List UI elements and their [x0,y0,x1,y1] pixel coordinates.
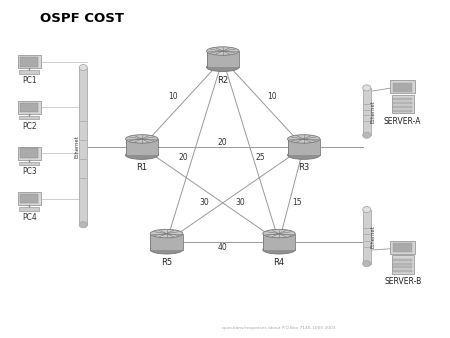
Ellipse shape [126,151,158,160]
Ellipse shape [79,222,87,228]
Bar [19,162,39,165]
Bar [18,192,41,205]
Bar [20,57,38,67]
Bar [393,102,412,104]
Bar [19,70,39,74]
Text: 15: 15 [292,198,302,207]
Text: Ethernet: Ethernet [74,135,80,158]
Text: R1: R1 [136,164,147,172]
Bar [393,270,412,272]
Text: PC4: PC4 [22,213,36,222]
Ellipse shape [363,261,371,267]
Bar [20,103,38,112]
Ellipse shape [363,132,371,138]
Text: SERVER-A: SERVER-A [384,117,422,126]
Bar [150,234,183,250]
Bar [126,139,158,155]
Bar [18,55,41,68]
Bar [393,83,413,92]
Ellipse shape [363,85,371,91]
Ellipse shape [263,245,295,254]
Text: R4: R4 [274,258,284,267]
Text: 10: 10 [168,92,178,101]
Text: questions/responses about P.O.Box 7140-1000 2003: questions/responses about P.O.Box 7140-1… [222,325,336,330]
Ellipse shape [263,230,295,238]
Ellipse shape [363,207,371,213]
Text: Ethernet: Ethernet [370,100,376,123]
Text: OSPF COST: OSPF COST [40,12,125,25]
Bar [393,259,412,261]
Text: 40: 40 [218,243,228,252]
Bar [392,95,414,113]
Bar [20,194,38,203]
Ellipse shape [288,151,320,160]
Bar [363,210,371,264]
Text: 10: 10 [267,92,277,101]
Bar [393,263,412,265]
Bar [363,88,371,135]
Bar [20,148,38,158]
Bar [392,255,414,274]
Text: SERVER-B: SERVER-B [384,277,421,286]
Bar [19,116,39,119]
Bar [393,106,412,108]
Text: R5: R5 [161,258,172,267]
Text: 25: 25 [255,153,265,162]
Text: 30: 30 [236,198,246,207]
Ellipse shape [79,65,87,71]
Text: PC1: PC1 [22,76,36,85]
Bar [288,139,320,155]
Text: 30: 30 [200,198,210,207]
Bar [393,98,412,100]
Bar [393,266,412,268]
Ellipse shape [126,135,158,143]
Bar [79,68,87,225]
Bar [18,101,41,114]
Ellipse shape [207,63,239,72]
Bar [263,234,295,250]
Text: PC3: PC3 [22,167,36,176]
Ellipse shape [207,47,239,55]
Text: PC2: PC2 [22,122,36,131]
Text: R2: R2 [217,76,228,84]
Bar [18,147,41,160]
Bar [391,80,415,93]
Bar [391,241,415,254]
Bar [207,51,239,67]
Ellipse shape [288,135,320,143]
Ellipse shape [150,230,183,238]
Bar [393,243,413,252]
Text: Ethernet: Ethernet [370,225,376,248]
Text: 20: 20 [218,138,228,147]
Ellipse shape [150,245,183,254]
Text: R3: R3 [298,164,310,172]
Bar [19,207,39,211]
Text: 20: 20 [179,153,189,162]
Bar [393,110,412,112]
